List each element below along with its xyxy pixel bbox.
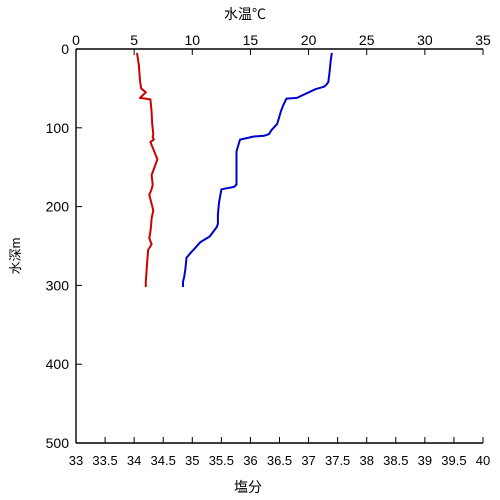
bottom-axis-label: 塩分 — [234, 479, 262, 495]
bottom-tick-label: 33 — [69, 453, 83, 468]
bottom-tick-label: 35 — [185, 453, 199, 468]
top-tick-label: 5 — [130, 32, 138, 48]
top-tick-label: 35 — [475, 32, 491, 48]
bottom-tick-label: 37 — [301, 453, 315, 468]
top-tick-label: 25 — [359, 32, 375, 48]
top-tick-label: 20 — [301, 32, 317, 48]
top-tick-label: 30 — [417, 32, 433, 48]
plot-area — [75, 48, 483, 444]
bottom-tick-label: 38.5 — [383, 453, 408, 468]
temperature-series-line — [182, 52, 333, 287]
salinity-series-line — [136, 52, 159, 287]
bottom-tick-label: 37.5 — [325, 453, 350, 468]
y-tick-label: 500 — [46, 435, 70, 451]
y-axis-label: 水深m — [8, 238, 23, 275]
bottom-tick-label: 39 — [418, 453, 432, 468]
bottom-tick-label: 39.5 — [441, 453, 466, 468]
y-tick-label: 0 — [61, 41, 69, 57]
y-tick-label: 200 — [46, 199, 70, 215]
y-tick-label: 300 — [46, 277, 70, 293]
top-tick-label: 15 — [243, 32, 259, 48]
y-tick-label: 400 — [46, 356, 70, 372]
y-axis: 0 100 200 300 400 500 — [46, 41, 82, 451]
bottom-tick-label: 33.5 — [92, 453, 117, 468]
top-tick-label: 10 — [184, 32, 200, 48]
bottom-axis: 33 33.5 34 34.5 35 35.5 36 36.5 37 37.5 38 38.5 39 39… — [69, 437, 490, 468]
bottom-tick-label: 34 — [127, 453, 141, 468]
bottom-tick-label: 36.5 — [267, 453, 292, 468]
bottom-tick-label: 40 — [476, 453, 490, 468]
top-axis-label: 水温℃ — [224, 6, 266, 22]
series-layer — [136, 52, 333, 287]
top-tick-label: 0 — [72, 32, 80, 48]
bottom-tick-label: 34.5 — [151, 453, 176, 468]
bottom-tick-label: 38 — [359, 453, 373, 468]
y-tick-label: 100 — [46, 120, 70, 136]
bottom-tick-label: 36 — [243, 453, 257, 468]
top-axis: 0 5 10 15 20 25 30 35 — [72, 32, 491, 55]
bottom-tick-label: 35.5 — [209, 453, 234, 468]
